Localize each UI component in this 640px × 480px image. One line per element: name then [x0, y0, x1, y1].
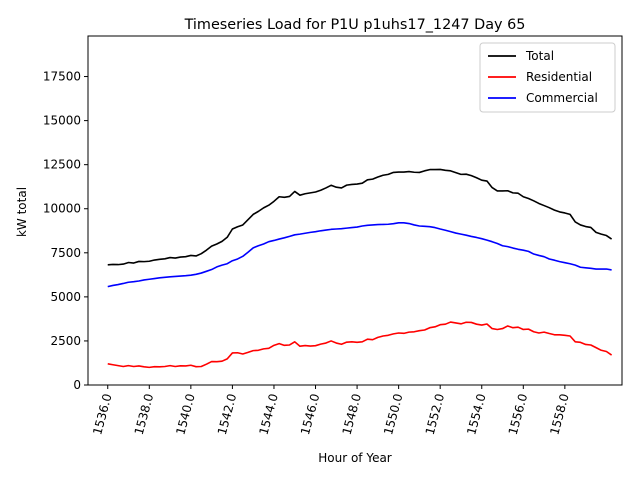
legend-label-residential: Residential [526, 70, 592, 84]
y-tick-label: 5000 [50, 290, 81, 304]
y-axis-label: kW total [15, 187, 29, 237]
y-tick-label: 2500 [50, 334, 81, 348]
y-tick-label: 7500 [50, 246, 81, 260]
y-tick-label: 15000 [43, 114, 81, 128]
legend-label-commercial: Commercial [526, 91, 598, 105]
legend: Total Residential Commercial [479, 42, 616, 113]
series-line-commercial [107, 222, 612, 288]
series-layer [107, 168, 613, 369]
legend-box [479, 42, 616, 113]
legend-label-total: Total [525, 49, 554, 63]
y-tick-label: 17500 [43, 70, 81, 84]
plot-area-frame [87, 35, 623, 386]
series-line-total [107, 168, 613, 266]
y-tick-label: 0 [73, 378, 81, 392]
y-tick-label: 10000 [43, 202, 81, 216]
x-axis-label: Hour of Year [318, 451, 392, 465]
chart-title: Timeseries Load for P1U p1uhs17_1247 Day… [184, 17, 526, 33]
y-tick-label: 12500 [43, 158, 81, 172]
series-line-residential [107, 321, 613, 369]
